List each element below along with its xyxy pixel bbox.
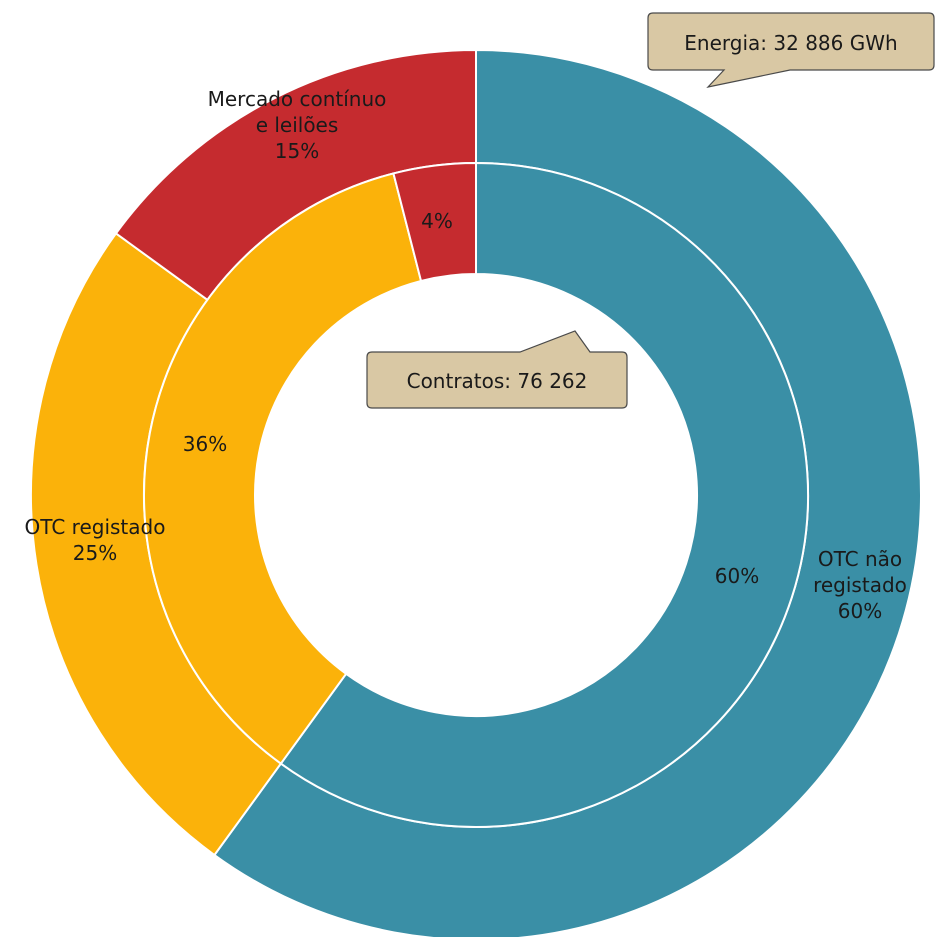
contracts-callout-box [366, 330, 628, 409]
energy-callout-box [647, 12, 935, 88]
slice-labels: OTC não registado 60% OTC registado 25% Merca… [25, 87, 907, 623]
contracts-callout: Contratos: 76 262 [366, 330, 628, 409]
inner-slice-mercado-continuo-e-leiloes [392, 161, 477, 283]
inner-label-mercado-continuo-e-leiloes: 4% [421, 209, 453, 233]
inner-slice-otc-registado [143, 172, 423, 765]
energy-callout: Energia: 32 886 GWh [647, 12, 935, 88]
inner-slice-otc-nao-registado [279, 161, 809, 828]
outer-label-otc-registado: OTC registado 25% [25, 515, 166, 565]
contracts-callout-text: Contratos: 76 262 [407, 369, 588, 393]
outer-label-otc-nao-registado: OTC não registado 60% [813, 547, 907, 623]
inner-ring [143, 161, 809, 828]
inner-label-otc-registado: 36% [183, 432, 227, 456]
energy-callout-text: Energia: 32 886 GWh [684, 31, 897, 55]
outer-label-mercado-continuo-e-leiloes: Mercado contínuo e leilões 15% [208, 87, 387, 163]
inner-label-otc-nao-registado: 60% [715, 564, 759, 588]
